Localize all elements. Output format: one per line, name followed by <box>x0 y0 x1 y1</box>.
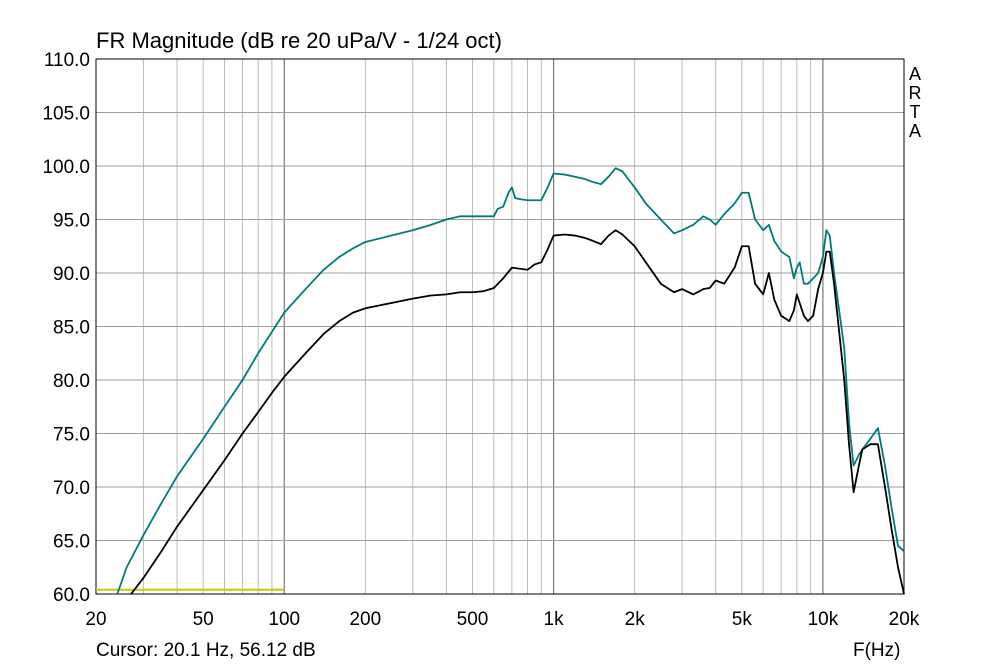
x-axis-label: F(Hz) <box>853 640 900 661</box>
brand-letter: A <box>909 121 921 141</box>
brand-letter: R <box>909 83 922 103</box>
x-tick-label: 200 <box>349 609 381 630</box>
x-tick-label: 2k <box>625 609 646 630</box>
arta-brand-label: A R T A <box>909 64 922 141</box>
brand-letter: T <box>910 102 921 122</box>
x-tick-label: 5k <box>732 609 753 630</box>
y-tick-label: 80.0 <box>53 371 90 392</box>
x-tick-label: 50 <box>193 609 214 630</box>
x-tick-label: 1k <box>544 609 565 630</box>
y-tick-label: 65.0 <box>53 532 90 553</box>
series-layer <box>96 167 905 595</box>
brand-letter: A <box>909 64 921 84</box>
plot-frame <box>95 58 905 595</box>
series-line-2 <box>130 229 905 595</box>
cursor-readout: Cursor: 20.1 Hz, 56.12 dB <box>96 640 316 661</box>
y-tick-label: 95.0 <box>53 211 90 232</box>
x-axis-ticks: 20 50 100 200 500 1k 2k 5k 10k 20k <box>85 609 919 630</box>
y-axis-ticks: 60.0 65.0 70.0 75.0 80.0 85.0 90.0 95.0 100.0 105… <box>42 50 90 606</box>
chart-grid <box>96 59 904 594</box>
x-tick-label: 100 <box>268 609 300 630</box>
y-tick-label: 100.0 <box>42 157 90 178</box>
y-tick-label: 85.0 <box>53 318 90 339</box>
series-line-1 <box>116 167 905 595</box>
x-tick-label: 20k <box>889 609 920 630</box>
y-tick-label: 90.0 <box>53 264 90 285</box>
x-tick-label: 10k <box>808 609 839 630</box>
y-tick-label: 60.0 <box>53 585 90 606</box>
y-tick-label: 70.0 <box>53 478 90 499</box>
x-tick-label: 500 <box>457 609 489 630</box>
y-tick-label: 105.0 <box>42 104 90 125</box>
y-tick-label: 75.0 <box>53 425 90 446</box>
y-tick-label: 110.0 <box>44 50 90 71</box>
chart-title: FR Magnitude (dB re 20 uPa/V - 1/24 oct) <box>96 28 502 53</box>
x-tick-label: 20 <box>85 609 106 630</box>
